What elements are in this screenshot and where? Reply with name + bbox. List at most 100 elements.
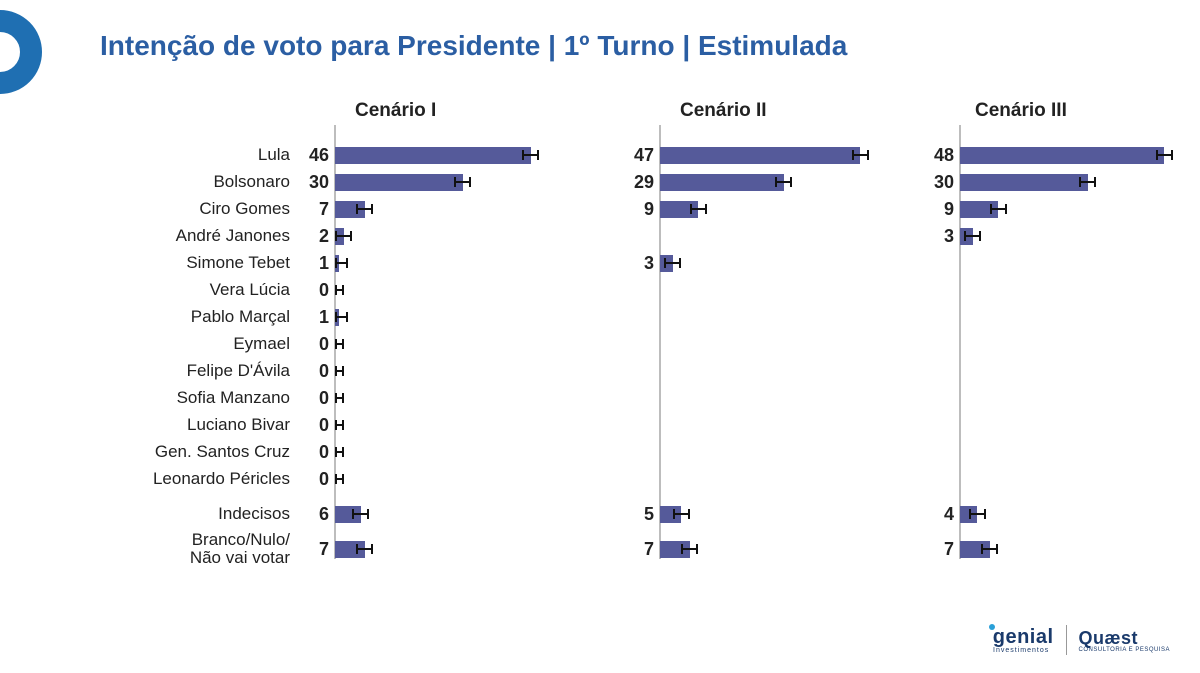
error-cap bbox=[335, 285, 337, 295]
page: Intenção de voto para Presidente | 1º Tu… bbox=[0, 0, 1200, 673]
bar-cell: 0 bbox=[335, 385, 565, 411]
error-cap bbox=[342, 366, 344, 376]
bar-value: 7 bbox=[644, 539, 660, 560]
error-cap bbox=[350, 231, 352, 241]
brand-ring-decoration bbox=[0, 10, 42, 94]
error-cap bbox=[537, 150, 539, 160]
error-cap bbox=[371, 544, 373, 554]
bar-value: 0 bbox=[319, 361, 335, 382]
error-cap bbox=[346, 312, 348, 322]
error-cap bbox=[981, 544, 983, 554]
bar-cell: 9 bbox=[660, 196, 890, 222]
bar-cell: 29 bbox=[660, 169, 890, 195]
candidate-label: Felipe D'Ávila bbox=[0, 362, 300, 380]
bar-cell: 0 bbox=[335, 358, 565, 384]
error-cap bbox=[673, 509, 675, 519]
candidate-row: Pablo Marçal 1 bbox=[0, 304, 1200, 330]
error-cap bbox=[335, 312, 337, 322]
candidate-row: Felipe D'Ávila 0 bbox=[0, 358, 1200, 384]
error-cap bbox=[705, 204, 707, 214]
error-cap bbox=[367, 509, 369, 519]
candidate-row: Simone Tebet 1 3 bbox=[0, 250, 1200, 276]
error-cap bbox=[969, 509, 971, 519]
logo-divider bbox=[1066, 625, 1067, 655]
error-cap bbox=[371, 204, 373, 214]
bar bbox=[335, 174, 463, 191]
genial-logo-subtext: Investimentos bbox=[989, 647, 1054, 654]
bar-value: 2 bbox=[319, 226, 335, 247]
error-cap bbox=[335, 420, 337, 430]
bar-cell: 30 bbox=[335, 169, 565, 195]
candidate-label: Ciro Gomes bbox=[0, 200, 300, 218]
candidate-label: Simone Tebet bbox=[0, 254, 300, 272]
bar-value: 29 bbox=[634, 172, 660, 193]
candidate-row: Vera Lúcia 0 bbox=[0, 277, 1200, 303]
bar-value: 0 bbox=[319, 280, 335, 301]
error-cap bbox=[664, 258, 666, 268]
candidate-label: Sofia Manzano bbox=[0, 389, 300, 407]
bar-cell: 2 bbox=[335, 223, 565, 249]
bar-cell: 3 bbox=[660, 250, 890, 276]
error-cap bbox=[990, 204, 992, 214]
bar-cell: 7 bbox=[660, 536, 890, 562]
error-cap bbox=[335, 393, 337, 403]
column-header-3: Cenário III bbox=[975, 100, 1067, 122]
bar-cell: 7 bbox=[960, 536, 1190, 562]
error-cap bbox=[346, 258, 348, 268]
error-cap bbox=[867, 150, 869, 160]
candidate-row: Bolsonaro302930 bbox=[0, 169, 1200, 195]
quaest-logo: Quæst CONSULTORIA E PESQUISA bbox=[1079, 628, 1170, 653]
bar-value: 9 bbox=[944, 199, 960, 220]
candidate-row: Sofia Manzano 0 bbox=[0, 385, 1200, 411]
bar-value: 7 bbox=[319, 539, 335, 560]
candidate-label: Vera Lúcia bbox=[0, 281, 300, 299]
error-cap bbox=[342, 447, 344, 457]
bar-value: 0 bbox=[319, 442, 335, 463]
candidate-label: André Janones bbox=[0, 227, 300, 245]
error-cap bbox=[335, 366, 337, 376]
candidate-label: Lula bbox=[0, 146, 300, 164]
candidate-label: Indecisos bbox=[0, 505, 300, 523]
error-cap bbox=[996, 544, 998, 554]
error-cap bbox=[335, 447, 337, 457]
error-cap bbox=[342, 393, 344, 403]
error-cap bbox=[342, 339, 344, 349]
bar-cell: 0 bbox=[335, 331, 565, 357]
error-cap bbox=[356, 204, 358, 214]
error-cap bbox=[342, 420, 344, 430]
bar-cell: 3 bbox=[960, 223, 1190, 249]
bar-value: 0 bbox=[319, 469, 335, 490]
bar bbox=[960, 147, 1164, 164]
column-header-1: Cenário I bbox=[355, 100, 436, 122]
bar-value: 30 bbox=[934, 172, 960, 193]
candidate-row: Gen. Santos Cruz0 bbox=[0, 439, 1200, 465]
bar-cell: 7 bbox=[335, 196, 565, 222]
quaest-logo-text: Quæst bbox=[1079, 628, 1139, 648]
error-cap bbox=[984, 509, 986, 519]
error-cap bbox=[352, 509, 354, 519]
bar-cell: 1 bbox=[335, 250, 565, 276]
column-header-2: Cenário II bbox=[680, 100, 767, 122]
bar-value: 48 bbox=[934, 145, 960, 166]
bar-value: 5 bbox=[644, 504, 660, 525]
bar-value: 0 bbox=[319, 388, 335, 409]
error-cap bbox=[688, 509, 690, 519]
error-cap bbox=[335, 258, 337, 268]
bar-value: 1 bbox=[319, 307, 335, 328]
error-cap bbox=[522, 150, 524, 160]
error-cap bbox=[454, 177, 456, 187]
bar-cell: 46 bbox=[335, 142, 565, 168]
bar-value: 0 bbox=[319, 415, 335, 436]
candidate-row: Luciano Bivar 0 bbox=[0, 412, 1200, 438]
page-title: Intenção de voto para Presidente | 1º Tu… bbox=[100, 30, 847, 62]
error-cap bbox=[696, 544, 698, 554]
error-cap bbox=[469, 177, 471, 187]
error-cap bbox=[964, 231, 966, 241]
candidate-label: Pablo Marçal bbox=[0, 308, 300, 326]
error-cap bbox=[1171, 150, 1173, 160]
bar-cell: 6 bbox=[335, 501, 565, 527]
bar-value: 3 bbox=[944, 226, 960, 247]
candidate-label: Luciano Bivar bbox=[0, 416, 300, 434]
bar-cell: 0 bbox=[335, 439, 565, 465]
error-cap bbox=[690, 204, 692, 214]
